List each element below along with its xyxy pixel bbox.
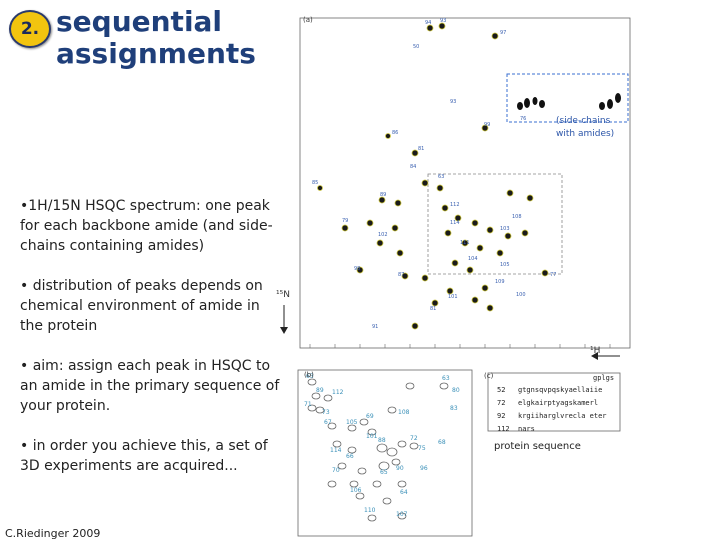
svg-text:66: 66	[346, 453, 354, 460]
sequence-num-52: 52	[497, 386, 506, 394]
svg-text:81: 81	[430, 306, 436, 312]
svg-text:101: 101	[366, 433, 378, 440]
svg-text:109: 109	[495, 279, 505, 285]
svg-text:103: 103	[500, 226, 510, 232]
svg-text:102: 102	[378, 232, 388, 238]
svg-text:89: 89	[380, 192, 386, 198]
sequence-panel-c	[487, 372, 621, 432]
svg-text:89: 89	[316, 387, 324, 394]
hsqc-spectrum-panel-a: 94 93 97 50 93 76 86 99 81 84 63 79 89 98 91 100 10…	[299, 17, 631, 349]
svg-text:81: 81	[418, 146, 424, 152]
svg-text:96: 96	[420, 465, 428, 472]
sequence-line-92: krgiiharglvrecla eter	[518, 412, 607, 420]
svg-text:99: 99	[484, 122, 490, 128]
svg-text:114: 114	[330, 447, 342, 454]
bullet-list: •1H/15N HSQC spectrum: one peak for each…	[20, 196, 282, 496]
svg-text:93: 93	[440, 18, 446, 24]
sequence-num-92: 92	[497, 412, 506, 420]
backbone-peaks	[317, 22, 549, 330]
bullet-distribution: • distribution of peaks depends on chemi…	[20, 278, 263, 334]
side-chain-peaks	[517, 93, 621, 110]
svg-text:72: 72	[410, 435, 418, 442]
sequence-line-52: gtgnsqvpqskyaellaiie	[518, 386, 603, 394]
svg-text:77: 77	[550, 272, 556, 278]
side-chain-label: (side-chains with amides)	[556, 116, 615, 139]
svg-text:112: 112	[450, 202, 460, 208]
axis-n-arrow	[280, 305, 288, 334]
svg-text:50: 50	[413, 44, 419, 50]
svg-text:70: 70	[332, 467, 340, 474]
svg-text:63: 63	[306, 373, 314, 380]
panel-a-label: (a)	[303, 16, 313, 24]
panel-c-label: (c)	[484, 372, 494, 380]
axis-h-arrow	[591, 352, 620, 360]
svg-text:71: 71	[304, 401, 312, 408]
svg-text:104: 104	[468, 256, 478, 262]
svg-text:108: 108	[398, 409, 410, 416]
svg-text:84: 84	[410, 164, 416, 170]
svg-text:64: 64	[400, 489, 408, 496]
svg-text:68: 68	[438, 439, 446, 446]
svg-text:100: 100	[516, 292, 526, 298]
svg-text:112: 112	[332, 389, 344, 396]
svg-text:93: 93	[450, 99, 456, 105]
axis-h-label: ¹H	[590, 346, 601, 356]
svg-text:76: 76	[520, 116, 526, 122]
svg-text:101: 101	[448, 294, 458, 300]
svg-text:69: 69	[366, 413, 374, 420]
svg-text:87: 87	[398, 272, 404, 278]
svg-text:91: 91	[372, 324, 378, 330]
bullet-hsqc: •1H/15N HSQC spectrum: one peak for each…	[20, 198, 273, 254]
sequence-line-112: nars	[518, 425, 535, 433]
sequence-num-112: 112	[497, 425, 510, 433]
svg-text:65: 65	[380, 469, 388, 476]
axis-n-label: ¹⁵N	[276, 290, 290, 300]
svg-text:83: 83	[450, 405, 458, 412]
svg-text:106: 106	[350, 487, 362, 494]
svg-text:108: 108	[512, 214, 522, 220]
svg-text:63: 63	[442, 375, 450, 382]
svg-text:98: 98	[354, 266, 360, 272]
svg-text:88: 88	[378, 437, 386, 444]
sequence-line-72: elgkairptyagskamerl	[518, 399, 599, 407]
svg-text:63: 63	[438, 174, 444, 180]
svg-text:86: 86	[392, 130, 398, 136]
svg-text:79: 79	[342, 218, 348, 224]
svg-text:105: 105	[346, 419, 358, 426]
svg-text:97: 97	[500, 30, 506, 36]
svg-text:85: 85	[312, 180, 318, 186]
svg-text:67: 67	[324, 419, 332, 426]
svg-text:111: 111	[460, 240, 470, 246]
credit-text: C.Riedinger 2009	[5, 527, 101, 540]
svg-text:73: 73	[322, 409, 330, 416]
svg-text:105: 105	[500, 262, 510, 268]
svg-text:114: 114	[450, 220, 460, 226]
slide-title: sequential assignments	[56, 5, 256, 70]
protein-sequence-label: protein sequence	[494, 441, 581, 452]
svg-text:107: 107	[396, 511, 408, 518]
sequence-num-72: 72	[497, 399, 506, 407]
svg-text:90: 90	[396, 465, 404, 472]
zoom-peaks	[307, 378, 449, 522]
sequence-header: gplgs	[593, 374, 615, 382]
svg-text:94: 94	[425, 20, 431, 26]
bullet-3d-experiments: • in order you achieve this, a set of 3D…	[20, 438, 268, 474]
svg-text:75: 75	[418, 445, 426, 452]
bullet-aim: • aim: assign each peak in HSQC to an am…	[20, 358, 280, 414]
svg-text:80: 80	[452, 387, 460, 394]
panel-b-label: (b)	[304, 371, 314, 379]
svg-text:110: 110	[364, 507, 376, 514]
slide-number-badge: 2.	[9, 10, 51, 48]
